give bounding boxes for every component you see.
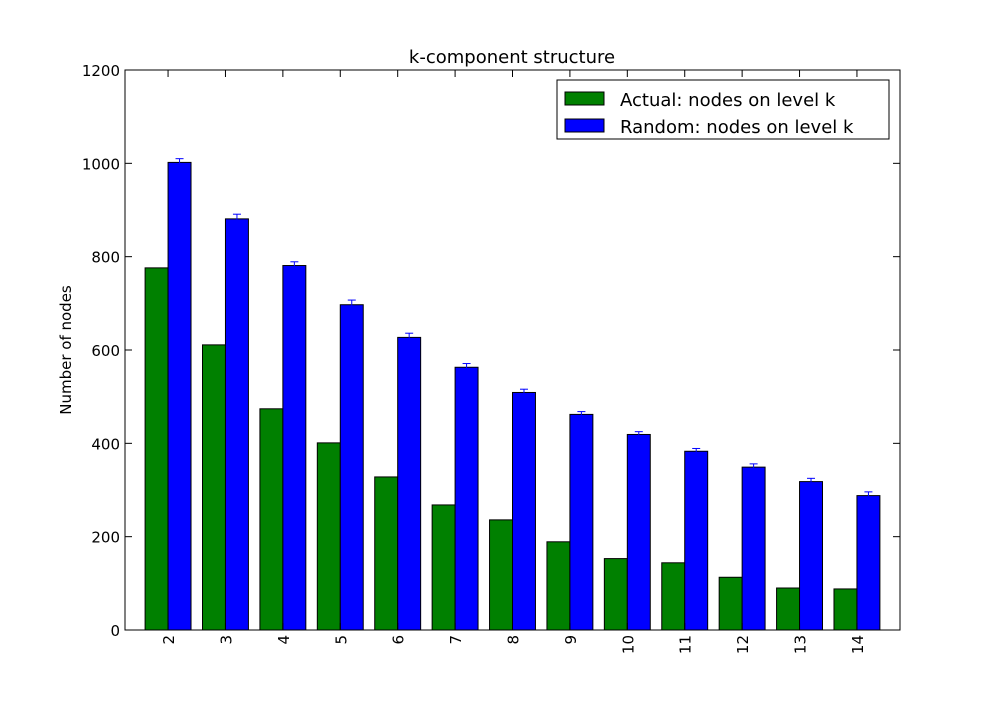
bar-random-k-14 <box>856 495 881 631</box>
x-tick-label-12: 12 <box>734 635 752 654</box>
bar-random-k-5 <box>339 304 364 631</box>
legend-swatch-random <box>564 118 605 133</box>
x-tick-label-8: 8 <box>505 635 523 645</box>
x-tick-label-2: 2 <box>160 635 178 645</box>
bar-actual-k-3 <box>202 344 226 631</box>
bar-actual-k-14 <box>833 588 858 631</box>
y-tick-label-400: 400 <box>91 435 120 453</box>
y-tick-label-600: 600 <box>91 342 120 360</box>
x-tick-label-7: 7 <box>447 635 465 645</box>
bar-random-k-11 <box>684 450 709 631</box>
bar-random-k-12 <box>741 466 766 631</box>
legend: Actual: nodes on level k Random: nodes on… <box>556 79 890 140</box>
x-tick-label-14: 14 <box>849 635 867 654</box>
bar-random-k-3 <box>224 218 249 631</box>
bar-random-k-13 <box>799 481 823 631</box>
x-tick-label-10: 10 <box>619 635 637 654</box>
y-tick-label-1000: 1000 <box>82 155 120 173</box>
bar-actual-k-11 <box>661 562 686 631</box>
x-tick-label-4: 4 <box>275 635 293 645</box>
x-tick-label-5: 5 <box>332 635 350 645</box>
bar-actual-k-5 <box>316 442 341 631</box>
bar-actual-k-6 <box>374 476 399 631</box>
y-axis-label: Number of nodes <box>57 285 75 415</box>
y-tick-label-200: 200 <box>91 529 120 547</box>
y-tick-label-0: 0 <box>110 622 120 640</box>
bar-random-k-9 <box>569 413 594 631</box>
x-tick-label-6: 6 <box>390 635 408 645</box>
x-tick-label-11: 11 <box>677 635 695 654</box>
bar-random-k-4 <box>282 265 307 631</box>
bar-random-k-7 <box>454 366 479 631</box>
bar-random-k-8 <box>512 391 536 631</box>
x-tick-label-3: 3 <box>217 635 235 645</box>
y-tick-label-800: 800 <box>91 249 120 267</box>
plot-area: 0 200 400 600 800 1000 1200 2 3 4 5 6 7 8 9 10 11 12 13 14 <box>82 62 901 654</box>
bar-actual-k-10 <box>603 558 628 631</box>
bar-actual-k-2 <box>144 267 169 631</box>
bar-random-k-2 <box>167 161 192 631</box>
legend-label-random: Random: nodes on level k <box>620 117 854 138</box>
bar-actual-k-7 <box>431 504 456 631</box>
legend-swatch-actual <box>564 91 605 106</box>
chart-title: k-component structure <box>409 47 615 68</box>
x-tick-label-13: 13 <box>792 635 810 654</box>
x-tick-label-9: 9 <box>562 635 580 645</box>
bar-random-k-6 <box>397 336 422 631</box>
y-tick-label-1200: 1200 <box>82 62 120 80</box>
bar-random-k-10 <box>626 433 651 631</box>
bar-actual-k-13 <box>776 587 801 631</box>
legend-box <box>556 79 890 140</box>
bar-actual-k-4 <box>259 408 284 631</box>
bar-actual-k-12 <box>718 576 743 631</box>
bar-actual-k-8 <box>489 519 514 631</box>
bar-actual-k-9 <box>546 541 571 631</box>
legend-label-actual: Actual: nodes on level k <box>620 90 836 111</box>
